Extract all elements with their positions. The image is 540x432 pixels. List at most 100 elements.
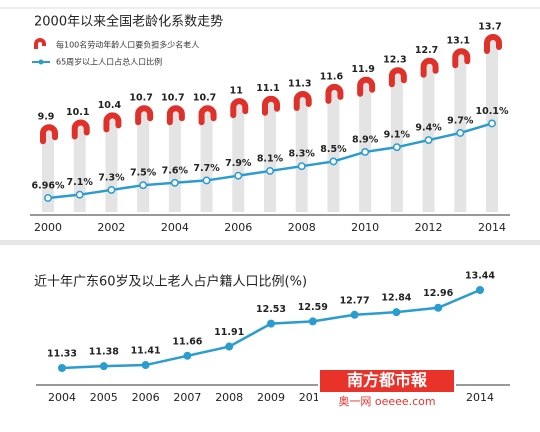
point (329, 157, 338, 166)
bar (359, 80, 372, 212)
legend-label: 65周岁以上人口占总人口比例 (56, 57, 162, 67)
bar-cap (484, 34, 502, 54)
point (434, 303, 443, 312)
bar-cap (452, 48, 471, 69)
data-label: 11.33 (47, 349, 77, 360)
data-label: 7.7% (193, 163, 220, 174)
x-tick-label: 2006 (224, 221, 252, 234)
watermark-site: 奥一网 oeeee.com (338, 394, 435, 408)
point (183, 351, 192, 360)
x-tick-label: 2004 (48, 391, 76, 404)
x-tick-label: 2007 (173, 391, 201, 404)
data-label: 7.6% (162, 165, 189, 176)
bar (390, 71, 403, 212)
data-label: 9.7% (447, 115, 474, 126)
separator (0, 240, 540, 245)
bar (200, 109, 213, 212)
data-label: 8.9% (352, 134, 379, 145)
x-tick-label: 2006 (132, 391, 160, 404)
bar-cap (135, 105, 154, 126)
point (361, 147, 370, 156)
data-label: 11.41 (131, 346, 161, 357)
x-tick-label: 2004 (161, 221, 189, 234)
watermark-brand: 南方都市報 (347, 371, 428, 390)
data-label: 8.1% (257, 153, 284, 164)
x-tick-label: 2008 (288, 221, 316, 234)
data-label: 7.9% (225, 158, 252, 169)
data-label: 12.84 (381, 293, 411, 304)
point (267, 319, 275, 328)
bar-cap (40, 124, 58, 145)
point (488, 119, 496, 128)
bar (264, 99, 276, 212)
bar-cap (230, 98, 249, 119)
data-label: 12.3 (383, 55, 406, 66)
point (297, 162, 306, 171)
bar (295, 94, 308, 212)
bar-cap (166, 105, 185, 126)
x-tick-label: 2005 (90, 391, 118, 404)
data-label: 12.7 (415, 45, 438, 56)
data-label: 11.38 (89, 347, 119, 358)
data-label: 13.44 (465, 271, 495, 282)
data-label: 13.1 (447, 36, 470, 47)
data-label: 11.66 (172, 336, 202, 347)
x-tick-label: 2012 (415, 221, 443, 234)
point (139, 181, 148, 190)
data-label: 11.91 (214, 327, 244, 338)
data-label: 12.53 (256, 304, 286, 315)
bar-cap (262, 95, 280, 116)
x-tick-label: 2002 (97, 221, 125, 234)
legend-label: 每100名劳动年龄人口要负担多少名老人 (56, 40, 199, 50)
bar-cap (293, 91, 312, 111)
bar (73, 123, 86, 212)
watermark-logo (320, 370, 454, 392)
data-label: 11 (230, 86, 243, 97)
data-label: 11.6 (320, 71, 344, 82)
data-label: 11.3 (288, 78, 311, 89)
point (44, 194, 52, 202)
point (107, 185, 116, 194)
data-label: 10.7 (129, 93, 152, 104)
data-label: 11.9 (351, 64, 374, 75)
point (350, 310, 359, 319)
point (456, 129, 465, 137)
data-label: 10.7 (161, 93, 184, 104)
bar-cap (420, 57, 439, 78)
data-label: 12.96 (423, 288, 453, 299)
chart-title: 2000年以来全国老龄化系数走势 (34, 14, 223, 30)
data-label: 11.1 (256, 83, 279, 94)
bar-cap (325, 83, 344, 104)
point (266, 166, 274, 175)
data-label: 13.7 (478, 22, 501, 33)
bar (42, 128, 54, 212)
point (308, 317, 317, 326)
bar (327, 87, 340, 212)
data-label: 12.59 (298, 302, 328, 313)
bar-cap (103, 112, 122, 133)
chart-title: 近十年广东60岁及以上老人占户籍人口比例(%) (34, 274, 307, 290)
data-label: 6.96% (32, 181, 65, 192)
data-label: 10.4 (98, 100, 122, 111)
data-label: 9.1% (384, 130, 411, 141)
data-label: 7.5% (130, 168, 157, 179)
point (225, 342, 234, 351)
data-label: 7.3% (98, 172, 125, 183)
point (99, 362, 108, 371)
point (58, 364, 66, 372)
point (392, 143, 401, 152)
point (234, 171, 243, 180)
bar (232, 102, 245, 212)
data-label: 12.77 (340, 295, 370, 306)
data-label: 10.1% (476, 106, 509, 117)
x-tick-label: 2014 (478, 221, 506, 234)
bar-cap (388, 67, 407, 88)
x-tick-label: 2008 (215, 391, 243, 404)
point (476, 286, 484, 294)
point (75, 190, 84, 199)
legend-swatch (38, 59, 44, 65)
point (424, 136, 433, 145)
bar-cap (357, 76, 376, 97)
bar (168, 109, 181, 212)
x-tick-label: 2000 (34, 221, 62, 234)
